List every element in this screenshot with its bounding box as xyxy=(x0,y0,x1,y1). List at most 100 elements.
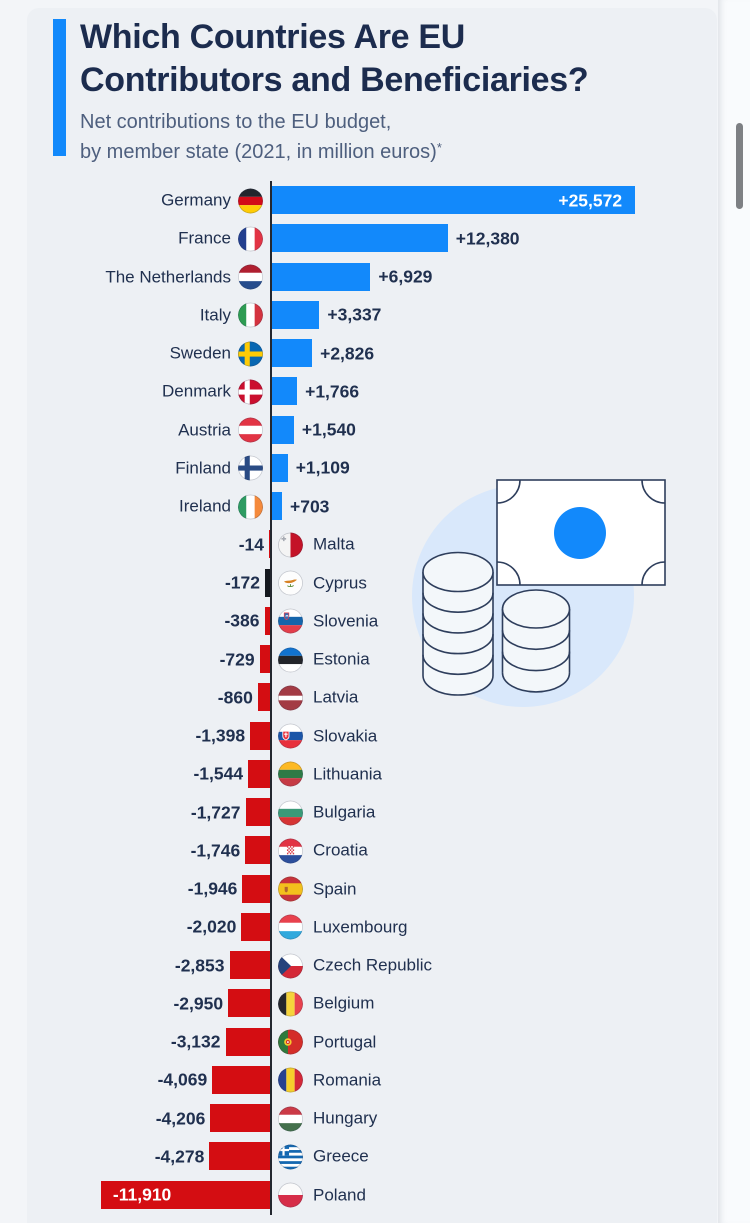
country-label-group: Spain xyxy=(278,876,356,902)
title-line-1: Which Countries Are EU xyxy=(80,18,466,56)
value-label: +703 xyxy=(290,496,330,516)
bar-negative xyxy=(209,1142,270,1171)
country-name: Austria xyxy=(178,420,231,439)
bar-negative xyxy=(100,1180,270,1209)
scrollbar-thumb[interactable] xyxy=(736,123,743,209)
country-name: Sweden xyxy=(169,343,231,363)
bar-negative xyxy=(264,606,270,635)
chart-row-lu: -2,020 Luxembourg xyxy=(27,908,717,947)
footnote-asterisk: * xyxy=(436,140,442,155)
bar-negative xyxy=(245,798,270,826)
chart-row-sk: -1,398 Slovakia xyxy=(27,717,717,756)
flag-at-icon xyxy=(238,417,263,443)
bar-positive xyxy=(272,453,288,482)
flag-sk-icon xyxy=(278,723,303,749)
country-name: Romania xyxy=(313,1070,382,1090)
country-name: Finland xyxy=(175,458,231,478)
country-label-group: Latvia xyxy=(278,685,359,711)
flag-lu-icon xyxy=(278,914,303,940)
bar-positive xyxy=(272,415,294,444)
country-name: Croatia xyxy=(313,840,368,860)
value-label: -2,853 xyxy=(174,955,225,975)
bar-negative xyxy=(228,989,270,1018)
bar-negative xyxy=(242,874,270,903)
country-label-group: Luxembourg xyxy=(278,914,408,940)
country-label-group: Cyprus xyxy=(278,570,367,596)
chart-row-gr: -4,278 Greece xyxy=(27,1137,717,1176)
chart-title: Which Countries Are EU Contributors and B… xyxy=(80,16,589,102)
chart-row-se: Sweden +2,826 xyxy=(27,334,717,373)
country-label-group: Czech Republic xyxy=(278,953,432,978)
flag-mt-icon xyxy=(278,532,303,558)
value-label: -4,069 xyxy=(157,1069,208,1090)
value-label: +1,540 xyxy=(301,419,356,440)
country-name: Latvia xyxy=(313,687,359,707)
bar-chart: Germany +25,572 France +12,380 The Netherlan… xyxy=(27,8,717,1223)
value-label: +3,337 xyxy=(327,304,382,325)
value-label: -2,020 xyxy=(186,916,237,937)
country-name: Lithuania xyxy=(313,764,383,784)
value-label: -860 xyxy=(217,687,253,708)
country-label-group: Bulgaria xyxy=(278,800,375,825)
scrollbar-track[interactable] xyxy=(718,0,750,1223)
country-label-group: Poland xyxy=(278,1182,366,1208)
country-label-group: Slovenia xyxy=(278,608,379,634)
flag-lv-icon xyxy=(278,685,303,711)
country-label-group: Finland xyxy=(175,455,263,481)
banknote-corner-arcs xyxy=(496,479,666,586)
subtitle-line-1: Net contributions to the EU budget, xyxy=(80,111,392,133)
country-name: France xyxy=(178,228,231,248)
flag-gr-icon xyxy=(278,1144,303,1170)
flag-it-icon xyxy=(238,302,263,328)
infographic-card: Which Countries Are EU Contributors and B… xyxy=(27,8,717,1223)
chart-row-de: Germany +25,572 xyxy=(27,181,717,220)
banknote-icon xyxy=(496,479,666,586)
bar-negative xyxy=(212,1065,270,1094)
title-line-2: Contributors and Beneficiaries? xyxy=(80,61,589,99)
bar-positive xyxy=(272,262,371,291)
bar-negative xyxy=(245,836,270,865)
chart-row-ro: -4,069 Romania xyxy=(27,1061,717,1100)
country-name: Slovenia xyxy=(313,611,379,631)
chart-row-fr: France +12,380 xyxy=(27,219,717,258)
country-label-group: The Netherlands xyxy=(105,264,263,290)
chart-row-mt: -14 Malta xyxy=(27,525,717,564)
chart-row-fi: Finland +1,109 xyxy=(27,449,717,488)
bar-negative xyxy=(257,683,270,712)
flag-be-icon xyxy=(278,991,303,1017)
flag-de-icon xyxy=(238,188,263,213)
chart-row-dk: Denmark +1,766 xyxy=(27,372,717,411)
flag-hr-icon xyxy=(278,838,303,864)
value-label: -1,946 xyxy=(187,878,238,899)
flag-ee-icon xyxy=(278,647,303,672)
chart-row-pt: -3,132 Portugal xyxy=(27,1023,717,1062)
chart-row-hr: -1,746 Croatia xyxy=(27,831,717,870)
title-accent-bar xyxy=(53,19,66,156)
bar-positive xyxy=(272,186,636,214)
country-label-group: Croatia xyxy=(278,838,368,864)
value-label: -172 xyxy=(224,572,260,593)
value-label: -4,206 xyxy=(155,1108,206,1128)
country-name: Slovakia xyxy=(313,726,378,745)
chart-row-es: -1,946 Spain xyxy=(27,870,717,909)
country-name: The Netherlands xyxy=(105,267,231,286)
country-name: Hungary xyxy=(313,1108,378,1128)
chart-row-nl: The Netherlands +6,929 xyxy=(27,258,717,297)
flag-dk-icon xyxy=(238,379,263,405)
country-label-group: France xyxy=(178,226,263,252)
country-label-group: Lithuania xyxy=(278,761,383,787)
country-name: Estonia xyxy=(313,649,370,669)
bar-negative xyxy=(250,721,270,750)
bar-negative xyxy=(259,645,270,673)
chart-row-pl: -11,910 Poland xyxy=(27,1176,717,1215)
country-label-group: Italy xyxy=(200,302,263,328)
value-label: -14 xyxy=(238,534,264,555)
bar-positive xyxy=(272,300,320,329)
value-label: -4,278 xyxy=(154,1146,205,1167)
flag-si-icon xyxy=(278,608,303,634)
country-label-group: Hungary xyxy=(278,1106,377,1131)
bar-negative xyxy=(225,1027,270,1056)
bar-positive xyxy=(272,224,448,253)
country-name: Denmark xyxy=(162,381,231,401)
country-label-group: Slovakia xyxy=(278,723,378,749)
